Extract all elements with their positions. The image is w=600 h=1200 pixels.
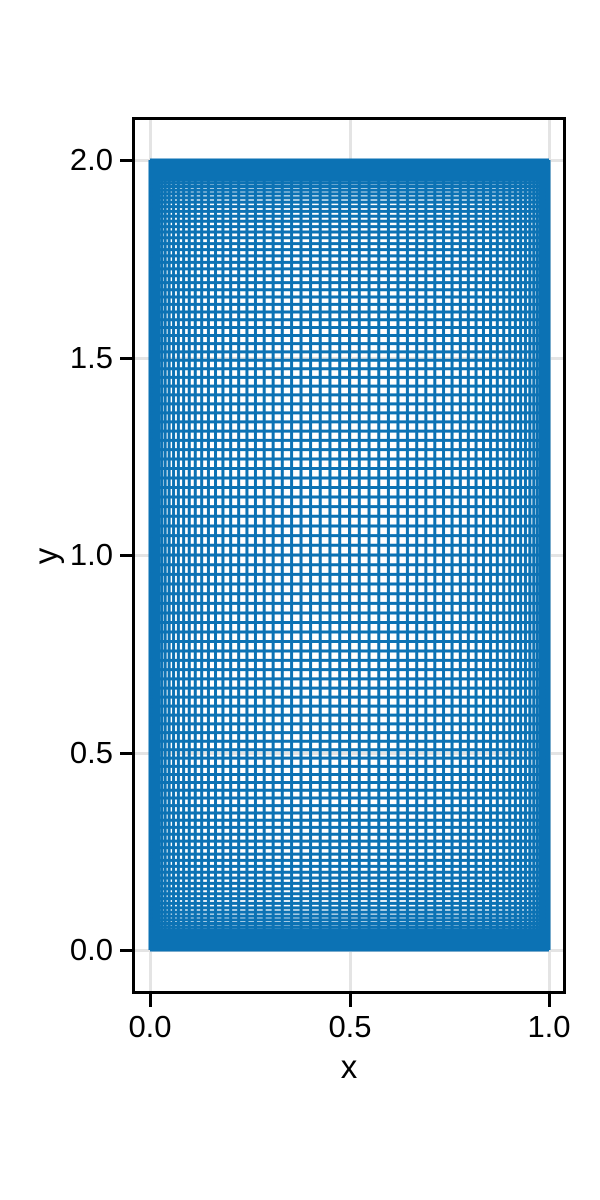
y-tick-mark-0.5 [120, 751, 133, 755]
y-tick-mark-0.0 [120, 948, 133, 952]
x-tick-label: 0.0 [128, 1009, 172, 1044]
mesh-plot [148, 158, 551, 952]
x-tick-mark-0.5 [348, 994, 352, 1007]
x-tick-label: 0.5 [328, 1009, 372, 1044]
y-tick-mark-2.0 [120, 158, 133, 162]
y-tick-label: 2.0 [69, 142, 113, 177]
plot-area [135, 120, 563, 991]
x-tick-label: 1.0 [527, 1009, 571, 1044]
y-tick-label: 0.0 [69, 932, 113, 967]
y-axis-label: y [27, 547, 64, 565]
x-axis-label: x [340, 1048, 358, 1085]
y-tick-label: 0.5 [69, 735, 113, 770]
plot-frame [132, 117, 566, 994]
x-tick-mark-0.0 [148, 994, 152, 1007]
y-tick-label: 1.5 [69, 340, 113, 375]
y-tick-label: 1.0 [69, 537, 113, 572]
x-tick-mark-1.0 [547, 994, 551, 1007]
y-tick-mark-1.0 [120, 553, 133, 557]
y-tick-mark-1.5 [120, 356, 133, 360]
